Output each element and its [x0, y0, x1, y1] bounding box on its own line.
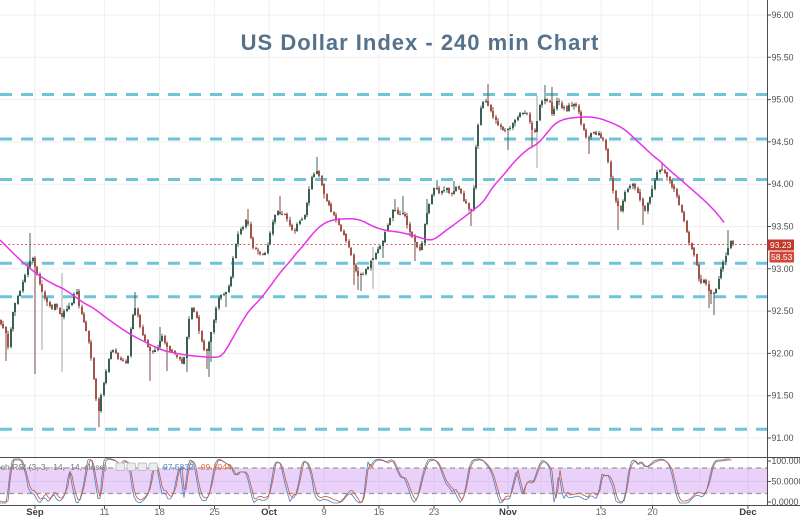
svg-text:58.53: 58.53 [771, 252, 793, 262]
svg-text:Dec: Dec [739, 507, 756, 518]
svg-text:91.50: 91.50 [772, 391, 794, 401]
svg-text:-99.1044: -99.1044 [198, 462, 232, 472]
svg-text:US Dollar Index - 240 min Char: US Dollar Index - 240 min Chart [241, 30, 600, 55]
svg-text:0.0000: 0.0000 [772, 497, 799, 507]
svg-text:94.50: 94.50 [772, 137, 794, 147]
svg-text:Oct: Oct [261, 507, 278, 518]
svg-text:50.0000: 50.0000 [772, 477, 800, 487]
svg-text:25: 25 [209, 507, 220, 518]
svg-text:Stoch RSI (3, 3, -14, -14, clo: Stoch RSI (3, 3, -14, -14, close) [0, 462, 107, 472]
svg-text:93.23: 93.23 [770, 240, 792, 250]
svg-text:100.0000: 100.0000 [772, 456, 800, 466]
svg-text:95.50: 95.50 [772, 52, 794, 62]
svg-text:96.00: 96.00 [772, 10, 794, 20]
svg-text:Nov: Nov [499, 507, 518, 518]
svg-text:91.00: 91.00 [772, 433, 794, 443]
svg-text:92.50: 92.50 [772, 306, 794, 316]
svg-text:13: 13 [596, 507, 607, 518]
svg-text:97.5832: 97.5832 [163, 462, 194, 472]
svg-text:9: 9 [321, 507, 326, 518]
svg-text:92.00: 92.00 [772, 348, 794, 358]
svg-text:11: 11 [100, 507, 110, 518]
svg-text:94.00: 94.00 [772, 179, 794, 189]
svg-text:95.00: 95.00 [772, 95, 794, 105]
svg-text:18: 18 [154, 507, 165, 518]
svg-text:23: 23 [429, 507, 440, 518]
svg-text:16: 16 [374, 507, 385, 518]
svg-text:93.50: 93.50 [772, 222, 794, 232]
svg-text:20: 20 [647, 507, 658, 518]
svg-text:93.00: 93.00 [772, 264, 794, 274]
svg-text:Sep: Sep [26, 507, 44, 518]
